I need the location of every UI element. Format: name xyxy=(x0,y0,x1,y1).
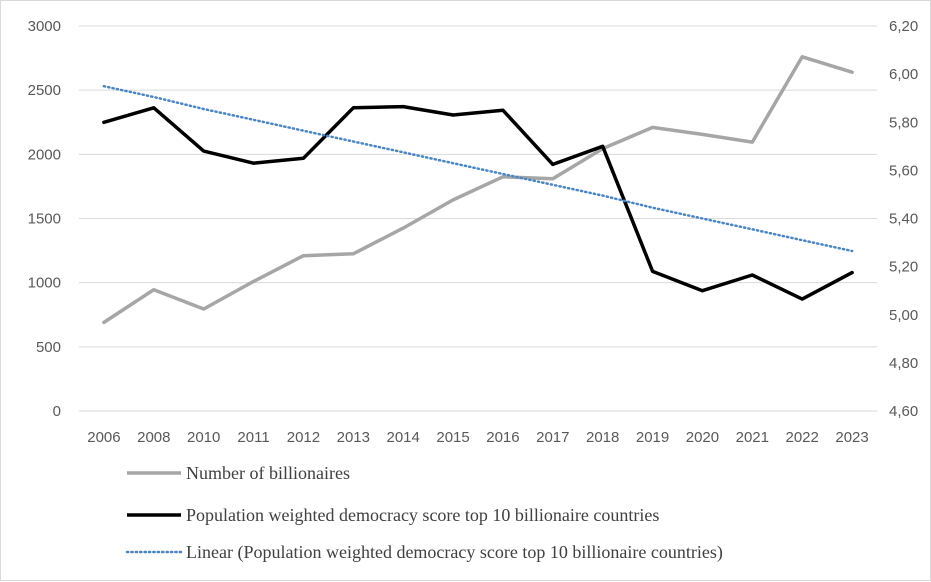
x-axis-tick-label: 2011 xyxy=(237,429,269,446)
x-axis-tick-label: 2012 xyxy=(287,429,320,446)
legend-label-1: Number of billionaires xyxy=(186,463,350,483)
left-axis-tick-label: 500 xyxy=(36,339,61,356)
series-line-2 xyxy=(104,107,852,300)
legend-label-2: Population weighted democracy score top … xyxy=(186,505,659,525)
right-axis-tick-label: 5,20 xyxy=(889,259,918,276)
right-axis-tick-label: 6,20 xyxy=(889,18,918,35)
x-axis-tick-label: 2018 xyxy=(586,429,619,446)
x-axis-tick-label: 2019 xyxy=(636,429,669,446)
left-axis-tick-label: 2500 xyxy=(28,82,61,99)
x-axis-tick-label: 2008 xyxy=(137,429,170,446)
right-axis-tick-label: 5,00 xyxy=(889,307,918,324)
x-axis-tick-label: 2014 xyxy=(387,429,420,446)
x-axis-tick-label: 2023 xyxy=(835,429,868,446)
right-axis-tick-label: 4,60 xyxy=(889,403,918,420)
x-axis-tick-label: 2020 xyxy=(686,429,719,446)
x-axis-tick-label: 2015 xyxy=(436,429,469,446)
left-axis-tick-label: 2000 xyxy=(28,146,61,163)
x-axis-tick-label: 2021 xyxy=(736,429,769,446)
left-axis-tick-label: 1500 xyxy=(28,211,61,228)
x-axis-tick-label: 2006 xyxy=(87,429,120,446)
x-axis-tick-label: 2016 xyxy=(486,429,519,446)
legend-label-3: Linear (Population weighted democracy sc… xyxy=(186,542,723,563)
x-axis-tick-label: 2010 xyxy=(187,429,220,446)
right-axis-tick-label: 5,80 xyxy=(889,114,918,131)
right-axis-tick-label: 5,60 xyxy=(889,162,918,179)
left-axis-tick-label: 3000 xyxy=(28,18,61,35)
x-axis-tick-label: 2017 xyxy=(536,429,569,446)
left-axis-tick-label: 0 xyxy=(53,403,61,420)
left-axis-tick-label: 1000 xyxy=(28,275,61,292)
right-axis-tick-label: 6,00 xyxy=(889,66,918,83)
x-axis-tick-label: 2022 xyxy=(786,429,819,446)
x-axis-tick-label: 2013 xyxy=(337,429,370,446)
right-axis-tick-label: 4,80 xyxy=(889,355,918,372)
right-axis-tick-label: 5,40 xyxy=(889,211,918,228)
